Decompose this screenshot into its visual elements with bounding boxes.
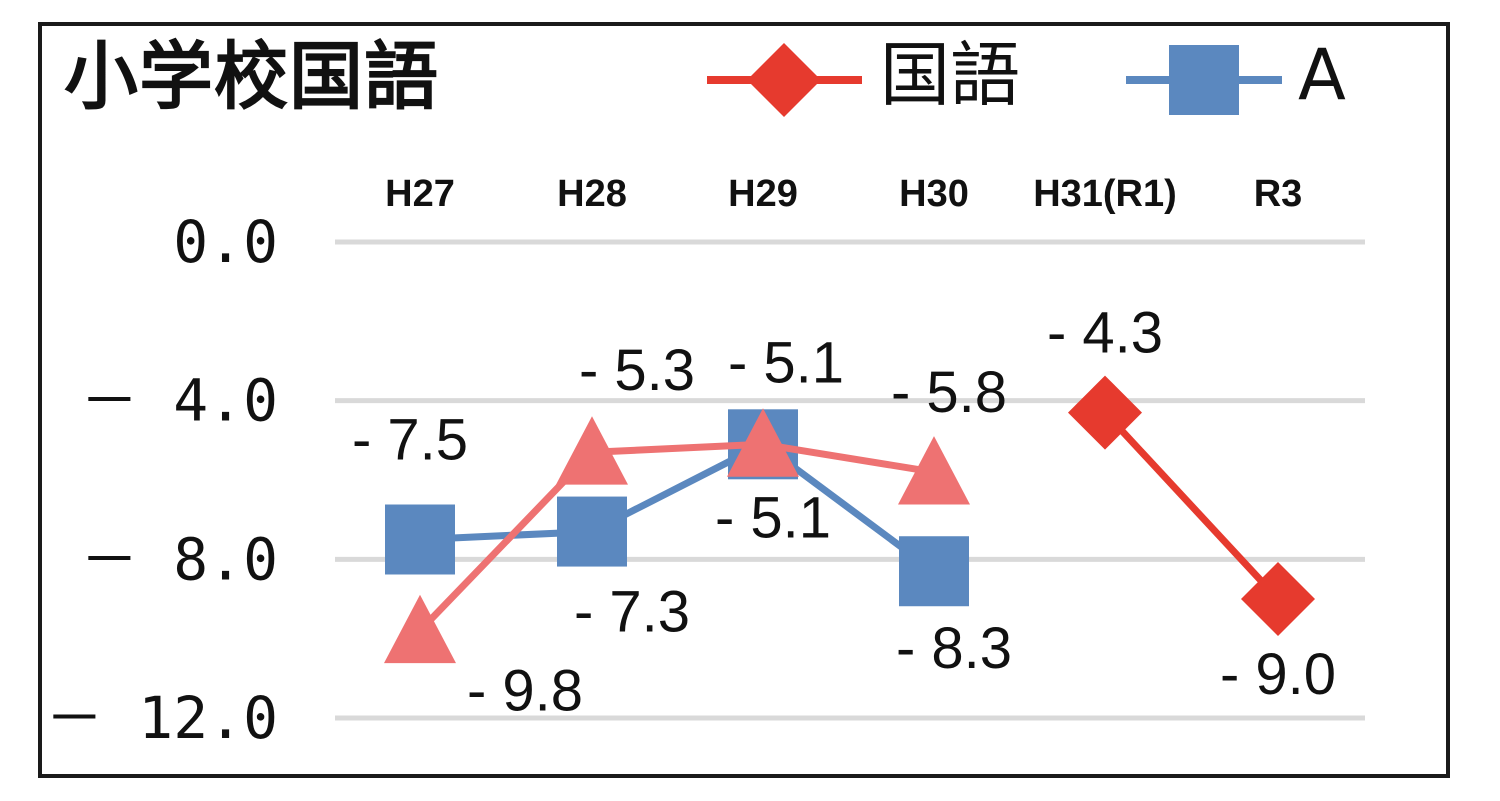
data-label: - 8.3 — [896, 616, 1012, 681]
data-point-diamond — [1068, 375, 1142, 450]
x-tick-label: H27 — [385, 173, 455, 215]
data-label: - 9.8 — [467, 659, 583, 724]
legend-marker-a — [1169, 45, 1239, 115]
y-tick-label: － 4.0 — [80, 367, 278, 435]
data-point-triangle — [556, 416, 628, 485]
data-label: - 5.8 — [891, 360, 1007, 425]
legend-label-kokugo: 国語 — [880, 34, 1020, 116]
x-tick-label: H30 — [899, 173, 969, 215]
data-point-diamond — [1241, 562, 1315, 636]
series-unnamed — [384, 408, 970, 664]
chart-title: 小学校国語 — [64, 34, 439, 120]
data-label: - 7.5 — [352, 408, 468, 473]
series-kokugo — [1068, 375, 1315, 636]
data-label: - 4.3 — [1047, 301, 1163, 366]
legend-marker-kokugo — [747, 43, 821, 117]
y-tick-label: － 12.0 — [45, 684, 278, 752]
data-point-square — [385, 504, 455, 575]
data-point-triangle — [898, 436, 970, 505]
series-line — [417, 440, 935, 634]
data-point-triangle — [384, 594, 456, 664]
series-line — [1102, 410, 1281, 602]
data-label: - 5.1 — [728, 330, 844, 395]
y-tick-label: － 8.0 — [80, 525, 278, 593]
data-label: - 7.3 — [574, 580, 690, 645]
data-label: - 5.1 — [715, 485, 831, 550]
legend-label-a: A — [1298, 34, 1346, 116]
x-tick-label: R3 — [1254, 173, 1303, 215]
x-tick-label: H28 — [557, 173, 627, 215]
x-tick-label: H31(R1) — [1033, 173, 1177, 215]
data-label: - 9.0 — [1220, 642, 1336, 707]
series-line — [419, 440, 937, 575]
data-point-square — [557, 496, 627, 567]
data-point-triangle — [727, 408, 799, 477]
data-point-square — [899, 536, 969, 607]
x-tick-label: H29 — [728, 173, 798, 215]
y-tick-label: 0.0 — [173, 208, 278, 276]
data-label: - 5.3 — [579, 338, 695, 403]
